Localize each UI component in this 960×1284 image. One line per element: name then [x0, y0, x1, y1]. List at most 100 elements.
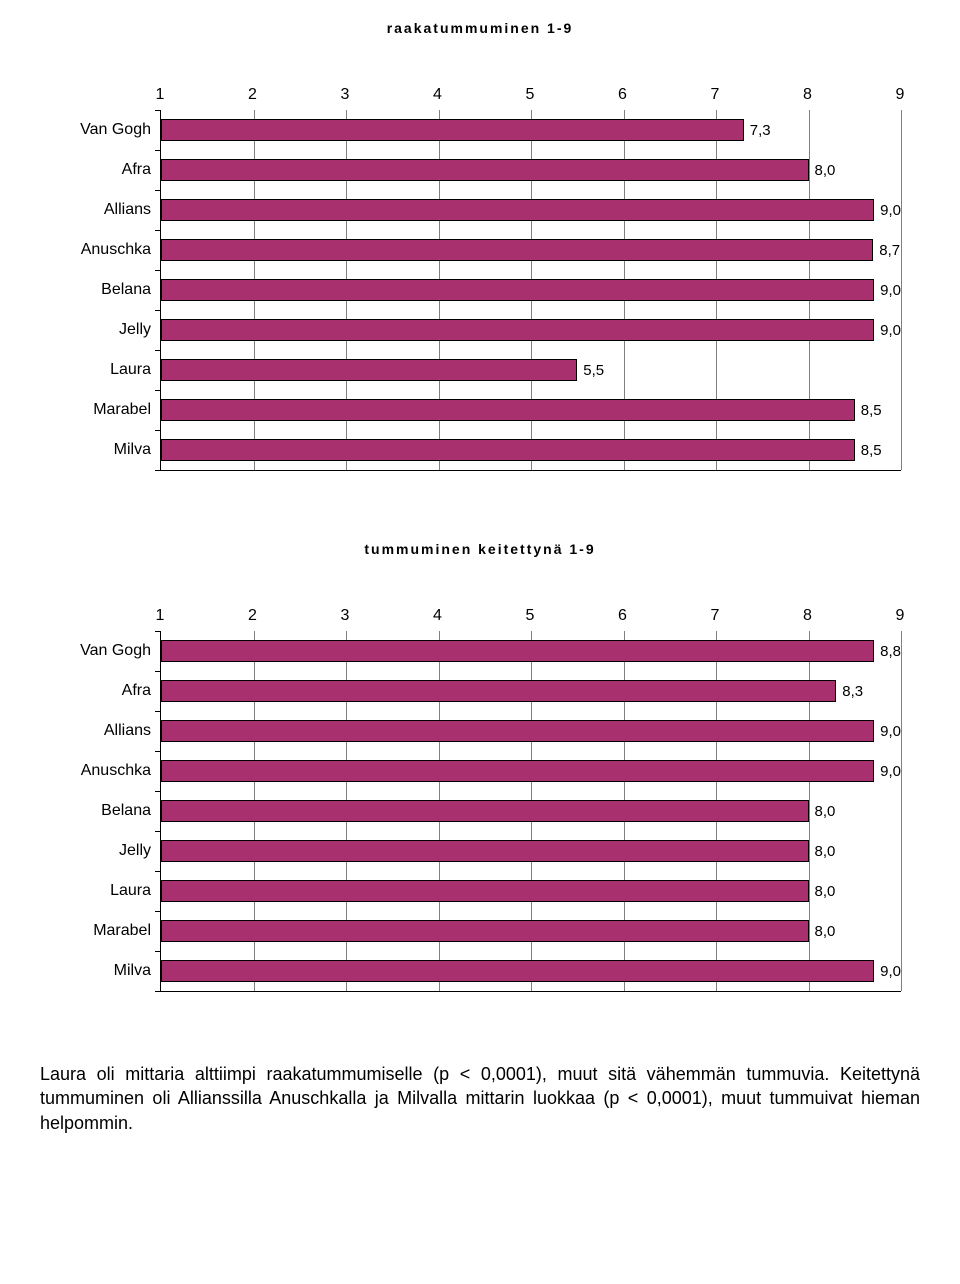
chart1-xtick-label: 5 [526, 86, 535, 104]
chart2-row: Laura8,0 [161, 880, 901, 902]
chart2-bar [161, 800, 809, 822]
chart2-ytick [155, 791, 161, 792]
chart1-bar [161, 119, 744, 141]
chart2: 123456789 Van Gogh8,8Afra8,3Allians9,0An… [160, 607, 900, 992]
chart2-row: Belana8,0 [161, 800, 901, 822]
chart1-xtick-label: 6 [618, 86, 627, 104]
chart1-value-label: 9,0 [880, 322, 901, 339]
chart1-ytick [155, 110, 161, 111]
chart2-row: Allians9,0 [161, 720, 901, 742]
chart1-plot: Van Gogh7,3Afra8,0Allians9,0Anuschka8,7B… [160, 110, 901, 471]
chart1-ytick [155, 190, 161, 191]
chart1-bar [161, 399, 855, 421]
chart2-category-label: Van Gogh [31, 642, 151, 660]
chart1-ytick [155, 310, 161, 311]
chart1-xtick-label: 2 [248, 86, 257, 104]
chart1-bar [161, 199, 874, 221]
chart1-row: Van Gogh7,3 [161, 119, 901, 141]
chart1-category-label: Laura [31, 361, 151, 379]
chart2-value-label: 8,0 [815, 883, 836, 900]
chart1-value-label: 7,3 [750, 122, 771, 139]
chart1-ytick [155, 390, 161, 391]
chart2-ytick [155, 671, 161, 672]
chart2-xtick-label: 7 [711, 607, 720, 625]
chart2-value-label: 9,0 [880, 963, 901, 980]
chart1-bar [161, 439, 855, 461]
chart2-category-label: Allians [31, 722, 151, 740]
body-paragraph: Laura oli mittaria alttiimpi raakatummum… [40, 1062, 920, 1135]
chart1-value-label: 9,0 [880, 282, 901, 299]
chart1-category-label: Anuschka [31, 241, 151, 259]
chart1-bar [161, 359, 577, 381]
chart2-xtick-label: 1 [156, 607, 165, 625]
chart1-bar [161, 239, 873, 261]
chart2-value-label: 8,0 [815, 923, 836, 940]
page: raakatummuminen 1-9 123456789 Van Gogh7,… [0, 0, 960, 1175]
chart2-xtick-label: 6 [618, 607, 627, 625]
chart1-xtick-label: 1 [156, 86, 165, 104]
chart1-bar [161, 279, 874, 301]
chart1-value-label: 8,5 [861, 442, 882, 459]
chart1-block: raakatummuminen 1-9 123456789 Van Gogh7,… [40, 20, 920, 471]
chart1-category-label: Afra [31, 161, 151, 179]
chart2-ytick [155, 951, 161, 952]
chart1-xaxis: 123456789 [160, 86, 900, 110]
chart2-ytick [155, 751, 161, 752]
chart1: 123456789 Van Gogh7,3Afra8,0Allians9,0An… [160, 86, 900, 471]
chart2-value-label: 8,8 [880, 643, 901, 660]
chart2-row: Afra8,3 [161, 680, 901, 702]
chart1-category-label: Jelly [31, 321, 151, 339]
chart1-xtick-label: 4 [433, 86, 442, 104]
chart1-ytick [155, 230, 161, 231]
chart2-category-label: Jelly [31, 842, 151, 860]
chart1-row: Anuschka8,7 [161, 239, 901, 261]
chart2-row: Anuschka9,0 [161, 760, 901, 782]
chart1-category-label: Marabel [31, 401, 151, 419]
chart1-value-label: 8,7 [879, 242, 900, 259]
chart1-bar [161, 319, 874, 341]
chart2-value-label: 8,0 [815, 843, 836, 860]
chart2-row: Van Gogh8,8 [161, 640, 901, 662]
chart1-row: Allians9,0 [161, 199, 901, 221]
chart2-bar [161, 960, 874, 982]
chart1-category-label: Milva [31, 441, 151, 459]
chart2-bar [161, 680, 836, 702]
chart2-category-label: Laura [31, 882, 151, 900]
chart1-ytick [155, 150, 161, 151]
chart1-xtick-label: 9 [896, 86, 905, 104]
chart2-category-label: Belana [31, 802, 151, 820]
chart1-ytick [155, 270, 161, 271]
chart2-ytick [155, 871, 161, 872]
chart1-value-label: 9,0 [880, 202, 901, 219]
chart2-category-label: Milva [31, 962, 151, 980]
chart2-row: Jelly8,0 [161, 840, 901, 862]
chart1-row: Jelly9,0 [161, 319, 901, 341]
chart2-xtick-label: 5 [526, 607, 535, 625]
chart2-category-label: Anuschka [31, 762, 151, 780]
chart2-value-label: 9,0 [880, 763, 901, 780]
chart2-bar [161, 880, 809, 902]
chart2-title: tummuminen keitettynä 1-9 [40, 541, 920, 557]
chart1-xtick-label: 3 [341, 86, 350, 104]
chart2-bar [161, 840, 809, 862]
chart1-category-label: Van Gogh [31, 121, 151, 139]
chart2-plot: Van Gogh8,8 Afra8,3 Allians9,0 Anuschka9,0 B… [160, 631, 901, 992]
chart2-gridline [901, 631, 902, 991]
chart2-xtick-label: 8 [803, 607, 812, 625]
chart2-row: Milva9,0 [161, 960, 901, 982]
chart1-value-label: 8,5 [861, 402, 882, 419]
chart2-category-label: Afra [31, 682, 151, 700]
chart2-ytick [155, 711, 161, 712]
chart2-xtick-label: 2 [248, 607, 257, 625]
chart1-ytick [155, 350, 161, 351]
chart2-value-label: 9,0 [880, 723, 901, 740]
chart1-category-label: Allians [31, 201, 151, 219]
chart1-ytick [155, 470, 161, 471]
chart2-value-label: 8,0 [815, 803, 836, 820]
chart1-bar [161, 159, 809, 181]
chart1-value-label: 5,5 [583, 362, 604, 379]
chart2-ytick [155, 631, 161, 632]
chart2-bar [161, 720, 874, 742]
chart1-title: raakatummuminen 1-9 [40, 20, 920, 36]
chart1-category-label: Belana [31, 281, 151, 299]
